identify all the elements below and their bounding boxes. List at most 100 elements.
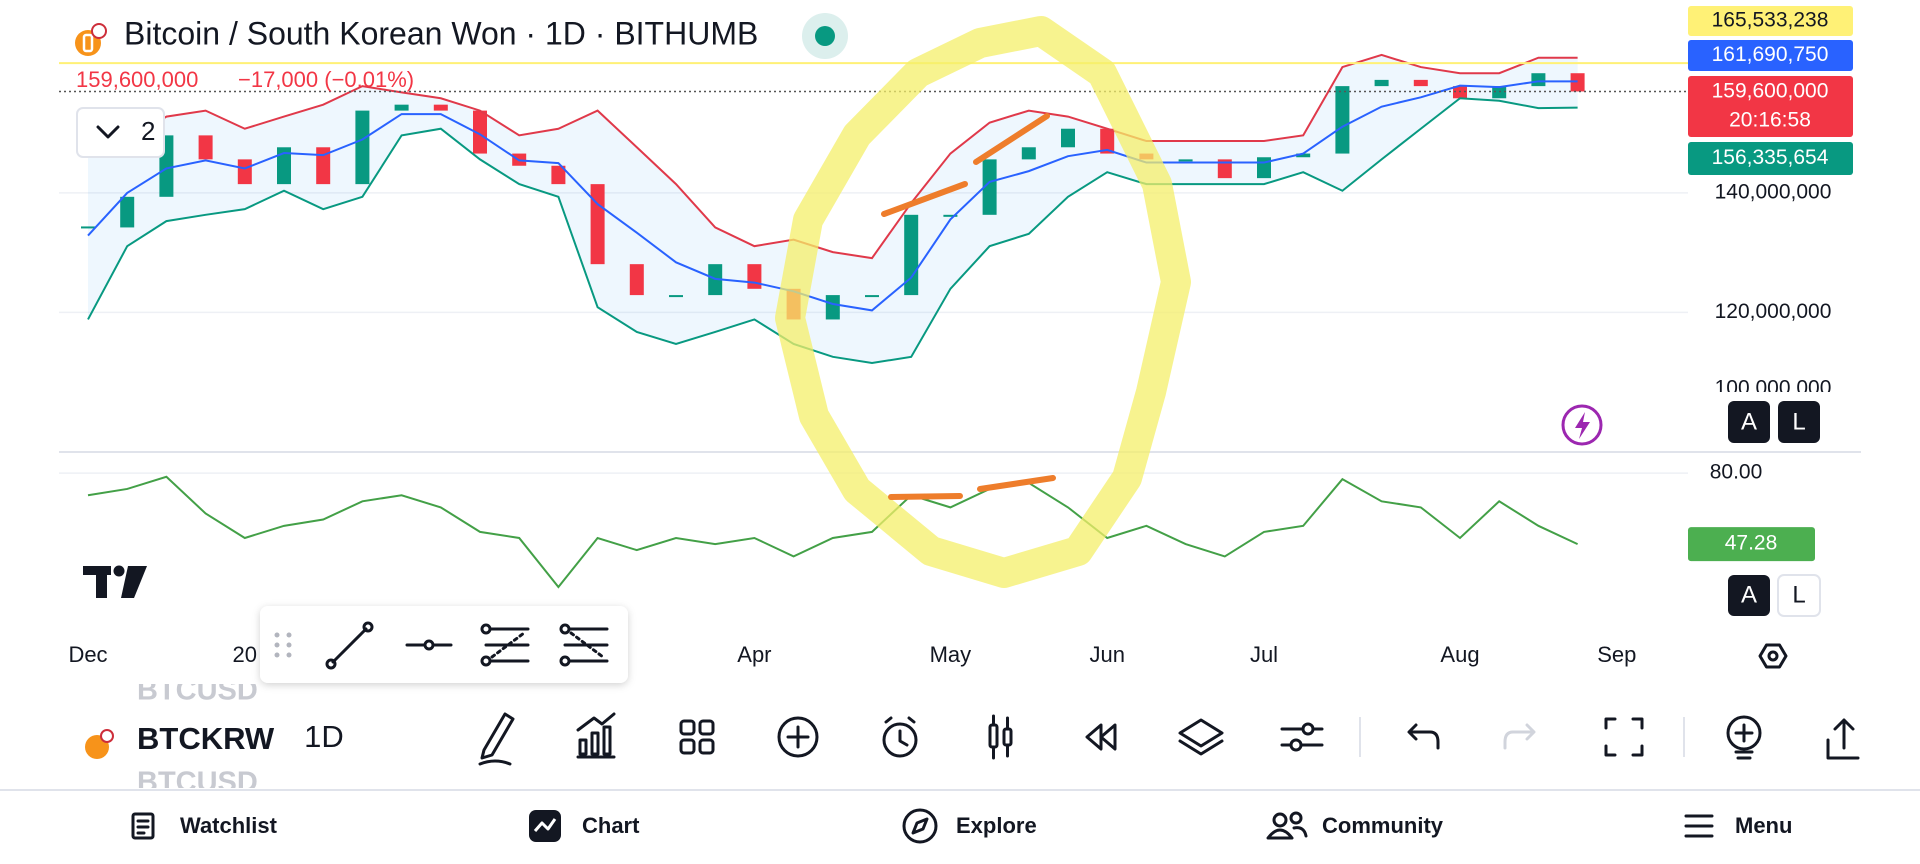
logo-part	[121, 566, 147, 598]
nav-item[interactable]: Explore	[956, 813, 1037, 838]
highlight-loop	[775, 16, 1191, 588]
y-tick-label: 120,000,000	[1715, 300, 1832, 323]
redo-button[interactable]	[1503, 723, 1536, 750]
logo	[83, 565, 147, 598]
ideas-button[interactable]	[1726, 715, 1762, 760]
fullscreen-button[interactable]	[1604, 717, 1644, 757]
candle	[1217, 159, 1232, 179]
horizontal-ray-tool[interactable]	[405, 639, 453, 651]
annotations	[775, 16, 1191, 588]
trend-line-tool[interactable]	[325, 621, 374, 670]
nav-item[interactable]: Chart	[582, 813, 640, 838]
price-badge-label: 156,335,654	[1712, 146, 1829, 169]
candle	[747, 264, 762, 289]
candle	[904, 214, 919, 296]
y-tick-label: 100,000,000	[1715, 377, 1832, 400]
watchlist-icon	[131, 812, 155, 840]
x-tick-label: Apr	[737, 642, 771, 667]
indicator-line	[87, 80, 1578, 312]
x-tick-label: 20	[233, 642, 257, 667]
candle	[1531, 73, 1546, 87]
candle	[590, 184, 605, 265]
auto-scale-button[interactable]	[1728, 401, 1770, 443]
settings-dot	[1767, 650, 1779, 662]
button-label: L	[1792, 408, 1805, 435]
candle	[1413, 79, 1428, 87]
toggle-box[interactable]	[76, 107, 165, 158]
candle	[198, 135, 213, 160]
settings-button[interactable]	[1758, 643, 1788, 669]
x-tick-label: Jul	[1250, 642, 1278, 667]
candle	[394, 104, 409, 111]
price-badge-label: 165,533,238	[1712, 9, 1829, 32]
candle	[943, 214, 958, 217]
candle	[316, 147, 331, 185]
share-button[interactable]	[1826, 718, 1860, 760]
symbol-option[interactable]: BTCUSD	[137, 675, 258, 707]
log-scale-button[interactable]	[1777, 574, 1821, 617]
active-symbol[interactable]: BTCKRW	[137, 721, 275, 756]
layers-button[interactable]	[1178, 718, 1224, 756]
bolt-icon	[1575, 412, 1590, 439]
x-tick-label: Aug	[1440, 642, 1479, 667]
nav-item[interactable]: Menu	[1735, 813, 1792, 838]
add-button[interactable]	[777, 716, 819, 758]
candle	[1492, 86, 1507, 99]
replay-button[interactable]	[1085, 723, 1117, 751]
x-tick-label: May	[930, 642, 972, 667]
draw-button[interactable]	[478, 712, 515, 766]
price-badge-label: 159,600,000	[1712, 80, 1829, 103]
rsi-badge-label: 47.28	[1725, 532, 1778, 555]
price-badge	[1688, 142, 1853, 175]
symbol-picker[interactable]: BTCUSD BTCUSD	[137, 675, 258, 799]
channel-tool[interactable]	[559, 623, 609, 667]
y-tick-label: 80.00	[1710, 461, 1763, 484]
candle	[1100, 128, 1115, 154]
candle	[865, 295, 879, 298]
symbol-option[interactable]: BTCUSD	[137, 767, 258, 799]
candle	[982, 159, 997, 215]
symbol-icon-mark	[82, 33, 94, 53]
trend-stroke	[888, 493, 963, 500]
candle	[629, 264, 644, 296]
button-label: A	[1741, 408, 1757, 435]
y-tick-label: 140,000,000	[1715, 180, 1832, 203]
auto-scale-button[interactable]	[1728, 575, 1770, 616]
indicators-button[interactable]	[576, 712, 616, 759]
price-pane	[59, 53, 1688, 365]
menu-icon	[1684, 814, 1714, 838]
nav-item[interactable]: Community	[1322, 813, 1444, 838]
rsi-pane	[59, 472, 1688, 589]
bar-type-button[interactable]	[988, 714, 1013, 760]
price-badge	[1688, 6, 1853, 36]
market-status-dot	[815, 26, 835, 46]
logo-part	[96, 566, 107, 598]
chart-icon-line	[533, 818, 557, 832]
axes: 140,000,000 120,000,000 100,000,000 165,533…	[68, 6, 1853, 667]
x-tick-label: Dec	[68, 642, 107, 667]
alert-button[interactable]	[882, 716, 918, 758]
candle	[1335, 86, 1350, 154]
flag-icon	[91, 23, 107, 39]
candle	[1296, 153, 1311, 158]
candle	[355, 110, 370, 185]
candle	[1257, 157, 1271, 179]
interval[interactable]: 1D	[304, 719, 344, 754]
bottom-nav: Watchlist Chart Explore Community Menu	[131, 808, 1792, 844]
undo-button[interactable]	[1407, 723, 1440, 750]
candle	[669, 295, 683, 298]
trend-stroke	[973, 113, 1050, 165]
nav-item[interactable]: Watchlist	[180, 813, 278, 838]
log-scale-button[interactable]	[1778, 401, 1820, 443]
settings-sliders-button[interactable]	[1280, 722, 1324, 752]
drawing-toolbar	[260, 606, 628, 683]
indicators-toggle[interactable]: 2	[76, 107, 165, 158]
candle	[237, 159, 252, 185]
candle	[473, 110, 487, 154]
button-label: A	[1741, 581, 1757, 608]
chevron-icon	[96, 125, 120, 139]
toggle-count: 2	[141, 116, 155, 146]
fib-tool[interactable]	[480, 623, 530, 667]
layouts-button[interactable]	[679, 719, 715, 755]
